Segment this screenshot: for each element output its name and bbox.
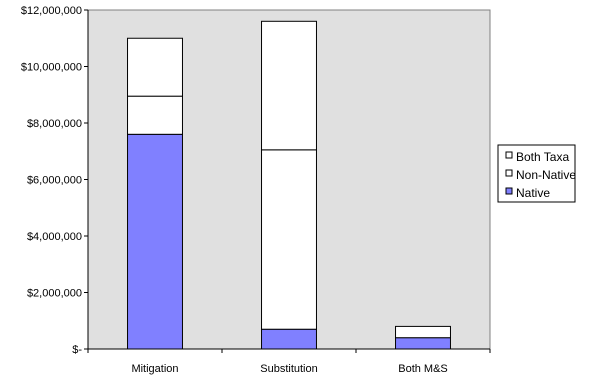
bar-substitution-non-native: [261, 149, 317, 330]
bars-group: [127, 20, 451, 350]
y-tick-label: $8,000,000: [27, 118, 82, 130]
y-tick-label: $-: [72, 344, 82, 356]
y-tick-label: $2,000,000: [27, 288, 82, 300]
bar-both-mands-both-taxa: [395, 325, 451, 339]
legend-swatch-non-native: [505, 169, 513, 177]
legend-label-non-native: Non-Native: [516, 168, 576, 182]
x-tick-label-mitigation: Mitigation: [131, 363, 178, 375]
y-tick-label: $10,000,000: [21, 62, 82, 74]
bar-mitigation-native: [127, 133, 183, 350]
x-tick-label-substitution: Substitution: [260, 363, 317, 375]
y-tick-label: $6,000,000: [27, 175, 82, 187]
y-tick-label: $4,000,000: [27, 231, 82, 243]
legend-swatch-both-taxa: [505, 151, 513, 159]
y-tick-label: $12,000,000: [21, 5, 82, 17]
legend-label-both-taxa: Both Taxa: [516, 150, 569, 164]
bar-substitution-both-taxa: [261, 20, 317, 151]
bar-substitution-native: [261, 328, 317, 350]
legend-label-native: Native: [516, 186, 550, 200]
legend-swatch-native: [505, 187, 513, 195]
legend: Both Taxa Non-Native Native: [497, 144, 576, 203]
x-tick-label-both-mands: Both M&S: [398, 363, 448, 375]
bar-both-mands-native: [395, 337, 451, 350]
axes-group: $- $2,000,000 $4,000,000 $6,000,000 $8,000,0…: [21, 5, 491, 375]
bar-mitigation-both-taxa: [127, 37, 183, 97]
bar-mitigation-non-native: [127, 95, 183, 135]
